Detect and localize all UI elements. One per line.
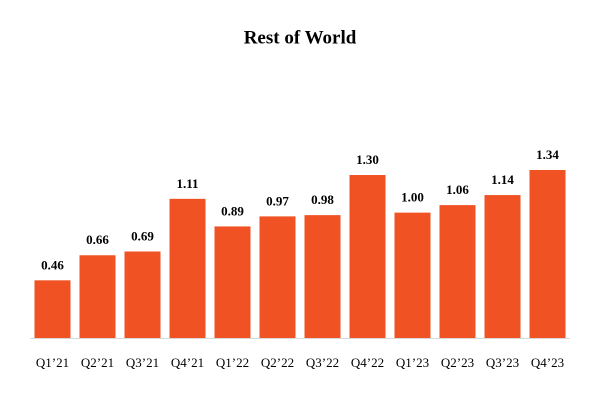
x-tick-label: Q3’21 [126,355,159,370]
x-tick-label: Q3’23 [486,355,519,370]
bar [124,251,161,338]
bar [214,226,251,338]
x-tick-label: Q2’23 [441,355,474,370]
bar [34,280,71,338]
bar [529,170,566,338]
value-label: 1.14 [491,172,514,187]
value-label: 1.34 [536,147,559,162]
x-tick-label: Q4’21 [171,355,204,370]
x-tick-label: Q1’22 [216,355,249,370]
chart-title: Rest of World [244,27,357,48]
value-label: 0.66 [86,232,109,247]
x-tick-label: Q3’22 [306,355,339,370]
x-tick-label: Q1’23 [396,355,429,370]
value-label: 0.98 [311,192,334,207]
bar [484,195,521,338]
value-label: 1.30 [356,152,379,167]
x-tick-label: Q1’21 [36,355,69,370]
value-label: 0.89 [221,203,244,218]
bar [169,198,206,338]
bar [79,255,116,338]
bar [259,216,296,338]
bar [349,175,386,338]
value-label: 0.46 [41,257,64,272]
value-label: 0.97 [266,193,289,208]
bar [304,215,341,338]
x-tick-label: Q2’22 [261,355,294,370]
value-label: 1.00 [401,190,424,205]
value-label: 1.06 [446,182,469,197]
value-label: 0.69 [131,228,154,243]
x-tick-label: Q4’22 [351,355,384,370]
x-tick-label: Q2’21 [81,355,114,370]
bar [439,205,476,338]
value-label: 1.11 [176,176,198,191]
bar [394,212,431,338]
x-tick-label: Q4’23 [531,355,564,370]
